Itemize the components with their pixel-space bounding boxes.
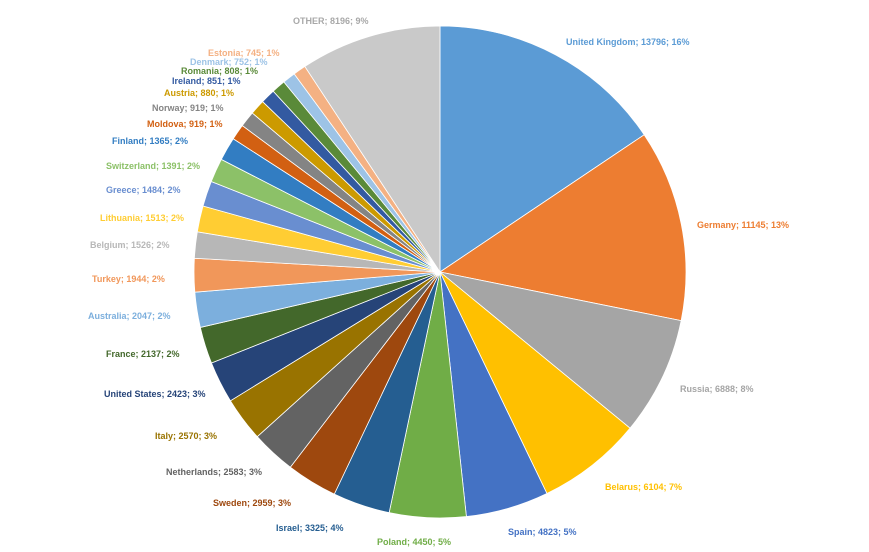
pie-slice-belarus xyxy=(439,271,631,495)
data-label-norway: Norway; 919; 1% xyxy=(152,103,224,113)
data-label-belgium: Belgium; 1526; 2% xyxy=(90,240,170,250)
data-label-other: OTHER; 8196; 9% xyxy=(293,16,369,26)
data-label-ireland: Ireland; 851; 1% xyxy=(172,76,241,86)
pie-slice-other xyxy=(304,25,441,274)
data-label-greece: Greece; 1484; 2% xyxy=(106,185,181,195)
data-label-netherlands: Netherlands; 2583; 3% xyxy=(166,467,262,477)
data-label-finland: Finland; 1365; 2% xyxy=(112,136,188,146)
data-label-australia: Australia; 2047; 2% xyxy=(88,311,171,321)
pie-slice-united-kingdom xyxy=(439,25,645,273)
data-label-lithuania: Lithuania; 1513; 2% xyxy=(100,213,184,223)
data-label-switzerland: Switzerland; 1391; 2% xyxy=(106,161,200,171)
data-label-romania: Romania; 808; 1% xyxy=(181,66,258,76)
data-label-france: France; 2137; 2% xyxy=(106,349,180,359)
data-label-moldova: Moldova; 919; 1% xyxy=(147,119,223,129)
data-label-germany: Germany; 11145; 13% xyxy=(697,220,789,230)
pie-labels: United Kingdom; 13796; 16% Germany; 11145… xyxy=(88,16,789,547)
data-label-spain: Spain; 4823; 5% xyxy=(508,527,577,537)
data-label-denmark: Denmark; 752; 1% xyxy=(190,57,268,67)
data-label-russia: Russia; 6888; 8% xyxy=(680,384,754,394)
pie-slice-germany xyxy=(438,134,687,322)
data-label-italy: Italy; 2570; 3% xyxy=(155,431,217,441)
data-label-united-states: United States; 2423; 3% xyxy=(104,389,206,399)
data-label-sweden: Sweden; 2959; 3% xyxy=(213,498,291,508)
data-label-estonia: Estonia; 745; 1% xyxy=(208,48,280,58)
data-label-belarus: Belarus; 6104; 7% xyxy=(605,482,682,492)
data-label-united-kingdom: United Kingdom; 13796; 16% xyxy=(566,37,690,47)
pie-slices xyxy=(193,25,687,519)
pie-slice-russia xyxy=(439,271,682,429)
data-label-poland: Poland; 4450; 5% xyxy=(377,537,451,547)
data-label-austria: Austria; 880; 1% xyxy=(164,88,234,98)
data-label-israel: Israel; 3325; 4% xyxy=(276,523,344,533)
data-label-turkey: Turkey; 1944; 2% xyxy=(92,274,165,284)
